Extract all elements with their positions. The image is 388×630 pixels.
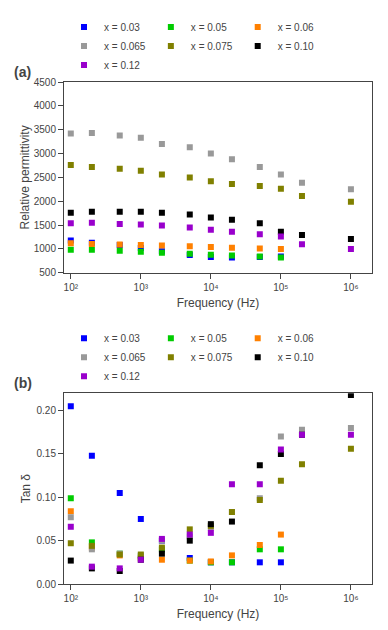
svg-text:x = 0.05: x = 0.05	[191, 333, 227, 344]
svg-text:x = 0.075: x = 0.075	[191, 41, 233, 52]
svg-text:10⁴: 10⁴	[203, 593, 218, 604]
svg-text:x = 0.03: x = 0.03	[104, 333, 140, 344]
svg-text:3500: 3500	[34, 124, 57, 135]
svg-text:x = 0.06: x = 0.06	[278, 333, 314, 344]
svg-text:10⁵: 10⁵	[273, 593, 288, 604]
svg-text:4000: 4000	[34, 100, 57, 111]
svg-text:10⁴: 10⁴	[203, 282, 218, 293]
svg-text:10³: 10³	[134, 593, 149, 604]
svg-text:x = 0.10: x = 0.10	[278, 352, 314, 363]
svg-text:10³: 10³	[134, 282, 149, 293]
svg-text:Relative permittivity: Relative permittivity	[18, 125, 32, 229]
svg-text:x = 0.05: x = 0.05	[191, 22, 227, 33]
svg-text:500: 500	[39, 267, 56, 278]
svg-text:2000: 2000	[34, 196, 57, 207]
svg-text:x = 0.075: x = 0.075	[191, 352, 233, 363]
svg-text:4500: 4500	[34, 77, 57, 88]
svg-text:Tan δ: Tan δ	[19, 474, 33, 504]
svg-text:(b): (b)	[14, 375, 32, 391]
svg-text:2500: 2500	[34, 172, 57, 183]
svg-text:0.20: 0.20	[37, 405, 57, 416]
svg-text:0.10: 0.10	[37, 492, 57, 503]
svg-text:0.05: 0.05	[37, 535, 57, 546]
svg-text:(a): (a)	[14, 64, 31, 80]
svg-text:10²: 10²	[64, 593, 79, 604]
svg-text:x = 0.065: x = 0.065	[104, 352, 146, 363]
svg-text:x = 0.065: x = 0.065	[104, 41, 146, 52]
svg-text:10⁶: 10⁶	[343, 593, 358, 604]
svg-text:x = 0.03: x = 0.03	[104, 22, 140, 33]
svg-text:1500: 1500	[34, 220, 57, 231]
svg-text:Frequency (Hz): Frequency (Hz)	[177, 607, 260, 621]
svg-text:10⁵: 10⁵	[273, 282, 288, 293]
svg-text:0.15: 0.15	[37, 448, 57, 459]
svg-text:x = 0.10: x = 0.10	[278, 41, 314, 52]
svg-text:3000: 3000	[34, 148, 57, 159]
svg-text:Frequency (Hz): Frequency (Hz)	[177, 296, 260, 310]
svg-text:0.00: 0.00	[37, 579, 57, 590]
svg-text:x = 0.12: x = 0.12	[104, 371, 140, 382]
svg-text:10⁶: 10⁶	[343, 282, 358, 293]
svg-text:10²: 10²	[64, 282, 79, 293]
svg-text:x = 0.06: x = 0.06	[278, 22, 314, 33]
svg-text:x = 0.12: x = 0.12	[104, 60, 140, 71]
svg-text:1000: 1000	[34, 243, 57, 254]
